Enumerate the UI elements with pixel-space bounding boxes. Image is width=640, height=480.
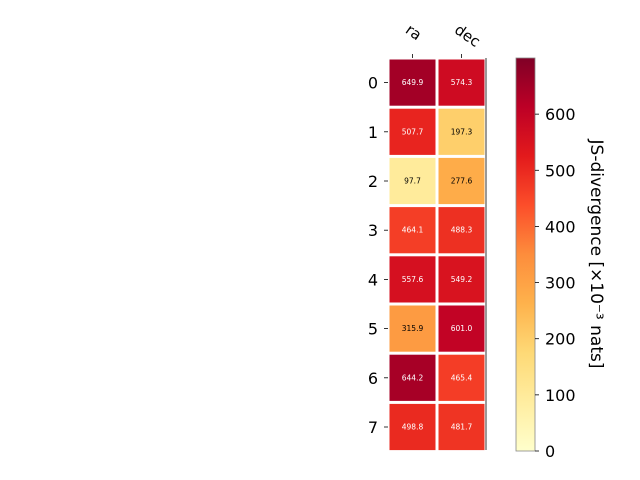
- y-tick-label: 6: [368, 369, 378, 388]
- heatmap-cell: [389, 108, 436, 155]
- colorbar: 0 100 200 300 400 500 600 JS-divergence [×10⁻³…: [515, 57, 606, 461]
- colorbar-tick-label: 400: [545, 217, 576, 236]
- x-tick-label: ra: [402, 21, 425, 45]
- cell-value-label: 574.3: [451, 78, 473, 87]
- colorbar-tick-label: 100: [545, 386, 576, 405]
- heatmap-cell: [438, 157, 485, 205]
- colorbar-tick-label: 0: [545, 442, 555, 461]
- heatmap-cell: [389, 256, 436, 303]
- colorbar-gradient: [515, 57, 536, 452]
- colorbar-label: JS-divergence [×10⁻³ nats]: [586, 139, 606, 369]
- colorbar-ticks: 0 100 200 300 400 500 600: [535, 105, 576, 461]
- colorbar-tick-label: 200: [545, 330, 576, 349]
- heatmap-cells: 649.9 574.3 507.7 197.3 97.7 277.6 464.1 488.3 5…: [389, 59, 485, 451]
- x-tick-label: dec: [451, 21, 483, 51]
- colorbar-tick-label: 500: [545, 161, 576, 180]
- cell-value-label: 465.4: [451, 373, 473, 382]
- y-tick-labels: 0 1 2 3 4 5 6 7: [368, 74, 388, 437]
- cell-value-label: 464.1: [402, 226, 424, 235]
- cell-value-label: 481.7: [451, 423, 473, 432]
- y-tick-label: 5: [368, 320, 378, 339]
- cell-value-label: 549.2: [451, 275, 473, 284]
- y-tick-label: 4: [368, 270, 378, 289]
- heatmap-cell: [389, 59, 436, 106]
- heatmap-cell: [438, 256, 485, 303]
- colorbar-tick-label: 300: [545, 274, 576, 293]
- cell-value-label: 277.6: [451, 177, 473, 186]
- y-tick-label: 3: [368, 221, 378, 240]
- cell-value-label: 649.9: [402, 78, 424, 87]
- cell-value-label: 601.0: [451, 324, 473, 333]
- x-tick-labels: ra dec: [402, 21, 484, 58]
- cell-value-label: 315.9: [402, 324, 424, 333]
- heatmap-cell: [389, 354, 436, 401]
- cell-value-label: 498.8: [402, 423, 424, 432]
- heatmap-cell: [389, 403, 436, 451]
- cell-value-label: 507.7: [402, 127, 424, 136]
- heatmap-cell: [389, 305, 436, 352]
- heatmap-cell: [438, 108, 485, 155]
- cell-value-label: 557.6: [402, 275, 424, 284]
- cell-value-label: 97.7: [404, 177, 421, 186]
- heatmap-cell: [438, 305, 485, 352]
- cell-value-label: 644.2: [402, 373, 424, 382]
- heatmap-cell: [438, 354, 485, 401]
- heatmap-cell: [438, 403, 485, 451]
- heatmap-cell: [438, 207, 485, 254]
- y-tick-label: 2: [368, 172, 378, 191]
- heatmap-cell: [389, 157, 436, 205]
- heatmap-cell: [438, 59, 485, 106]
- y-tick-label: 1: [368, 123, 378, 142]
- cell-value-label: 488.3: [451, 226, 473, 235]
- cell-value-label: 197.3: [451, 127, 473, 136]
- y-tick-label: 0: [368, 74, 378, 93]
- colorbar-tick-label: 600: [545, 105, 576, 124]
- heatmap-cell: [389, 207, 436, 254]
- y-tick-label: 7: [368, 418, 378, 437]
